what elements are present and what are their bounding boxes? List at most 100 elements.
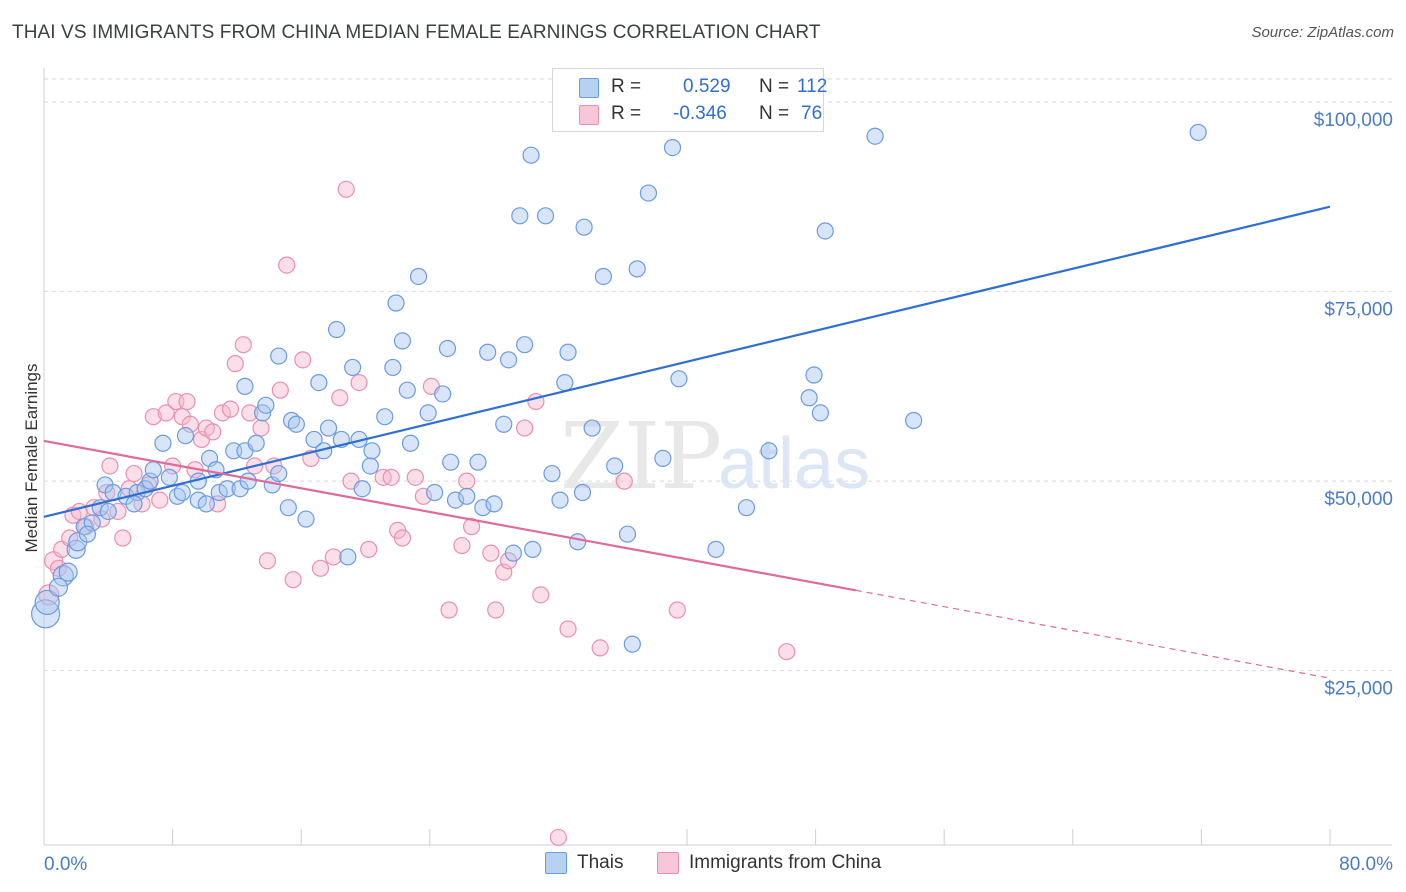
thais-point	[434, 385, 452, 403]
legend-n-label: N =	[759, 103, 790, 124]
china-point	[324, 548, 342, 566]
china-point	[487, 601, 505, 619]
thais-point	[536, 207, 555, 225]
legend-label-thais: Thais	[577, 852, 624, 873]
thais-point	[628, 260, 646, 278]
thais-point	[495, 415, 513, 433]
china-point	[226, 355, 244, 373]
legend-swatch-thais	[545, 852, 567, 874]
china-point	[482, 544, 500, 562]
china-point	[234, 336, 252, 354]
china-point	[331, 389, 349, 407]
source-credit: Source: ZipAtlas.com	[1251, 24, 1394, 41]
thais-point	[384, 358, 402, 377]
legend-swatch-pink	[579, 105, 599, 125]
watermark: ZIP atlas	[560, 403, 870, 510]
legend-n-value: 76	[801, 103, 823, 124]
y-tick-label: $50,000	[1324, 489, 1393, 510]
china-point	[157, 404, 175, 422]
thais-point	[176, 427, 195, 445]
watermark-atlas: atlas	[718, 424, 870, 504]
chart-title: THAI VS IMMIGRANTS FROM CHINA MEDIAN FEM…	[12, 22, 821, 43]
legend-r-value: 0.529	[683, 76, 731, 97]
thais-point	[811, 404, 830, 422]
thais-point	[654, 449, 672, 467]
thais-point	[438, 339, 457, 358]
thais-point	[504, 544, 522, 562]
thais-point	[99, 502, 117, 521]
thais-point	[866, 127, 884, 145]
axes	[43, 68, 1392, 846]
thais-point	[401, 434, 420, 452]
thais-point	[48, 577, 69, 597]
thais-point	[310, 373, 328, 392]
china-point	[532, 586, 550, 604]
china-point	[258, 552, 277, 570]
china-point	[178, 392, 196, 411]
watermark-zip: ZIP	[560, 403, 722, 510]
china-point	[271, 381, 289, 399]
china-point	[458, 472, 476, 490]
legend-r-label: R =	[611, 103, 642, 124]
thais-point	[707, 540, 725, 558]
thais-point	[125, 495, 143, 513]
thais-point	[270, 464, 288, 483]
china-point	[360, 540, 378, 558]
china-point	[778, 643, 796, 661]
china-point	[559, 620, 577, 638]
trend-lines	[43, 205, 1331, 679]
thais-point	[737, 499, 756, 517]
china-trend-extrapolation	[855, 589, 1331, 679]
gridlines	[44, 78, 1392, 672]
thais-point	[469, 453, 487, 471]
thais-point	[594, 267, 613, 286]
thais-point	[816, 222, 834, 240]
thais-trend-line	[43, 205, 1331, 518]
thais-point	[189, 491, 207, 509]
legend-item-china[interactable]: Immigrants from China	[657, 852, 881, 874]
thais-point	[173, 483, 191, 502]
thais-point	[524, 540, 542, 558]
thais-point	[442, 453, 460, 471]
thais-point	[623, 635, 641, 653]
thais-point	[398, 381, 416, 399]
china-point	[221, 400, 240, 418]
thais-point	[339, 548, 357, 566]
thais-point	[327, 320, 346, 339]
thais-point	[154, 434, 172, 452]
thais-point	[34, 589, 60, 616]
legend-item-thais[interactable]: Thais	[545, 852, 623, 874]
china-point	[101, 457, 119, 475]
china-point	[109, 502, 127, 521]
china-point	[241, 404, 259, 422]
china-point	[382, 468, 400, 486]
thais-point	[474, 499, 492, 517]
thais-point	[344, 358, 362, 377]
thais-point	[569, 533, 587, 551]
china-point	[615, 472, 633, 490]
china-point	[213, 404, 232, 422]
legend-n-value: 112	[797, 76, 828, 97]
thais-point	[210, 483, 228, 502]
thais-point	[516, 336, 534, 354]
thais-point	[305, 430, 323, 449]
thais-point	[218, 480, 236, 498]
thais-point	[279, 499, 297, 517]
china-point	[350, 373, 368, 392]
tick-labels: $25,000 $50,000 $75,000 $100,000 0.0% 80.0%	[44, 110, 1393, 875]
thais-point	[575, 218, 593, 236]
china-point	[393, 529, 412, 547]
thais-point	[376, 408, 394, 426]
thais-point	[257, 396, 275, 414]
thais-point	[760, 442, 778, 460]
thais-point	[805, 366, 823, 384]
china-point	[549, 828, 568, 847]
x-tick-label: 0.0%	[44, 854, 87, 875]
thais-point	[363, 442, 381, 460]
legend-swatch-china	[657, 852, 679, 874]
thais-point	[239, 472, 257, 490]
china-point	[337, 180, 355, 198]
thais-point	[58, 562, 78, 582]
thais-point	[559, 343, 577, 361]
